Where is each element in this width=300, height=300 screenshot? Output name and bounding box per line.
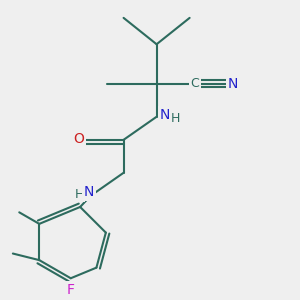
Text: C: C bbox=[190, 77, 199, 90]
Text: N: N bbox=[228, 77, 238, 91]
Text: N: N bbox=[84, 185, 94, 199]
Text: F: F bbox=[67, 283, 75, 297]
Text: H: H bbox=[74, 188, 84, 201]
Text: H: H bbox=[171, 112, 180, 125]
Text: N: N bbox=[160, 108, 170, 122]
Text: O: O bbox=[74, 131, 84, 146]
